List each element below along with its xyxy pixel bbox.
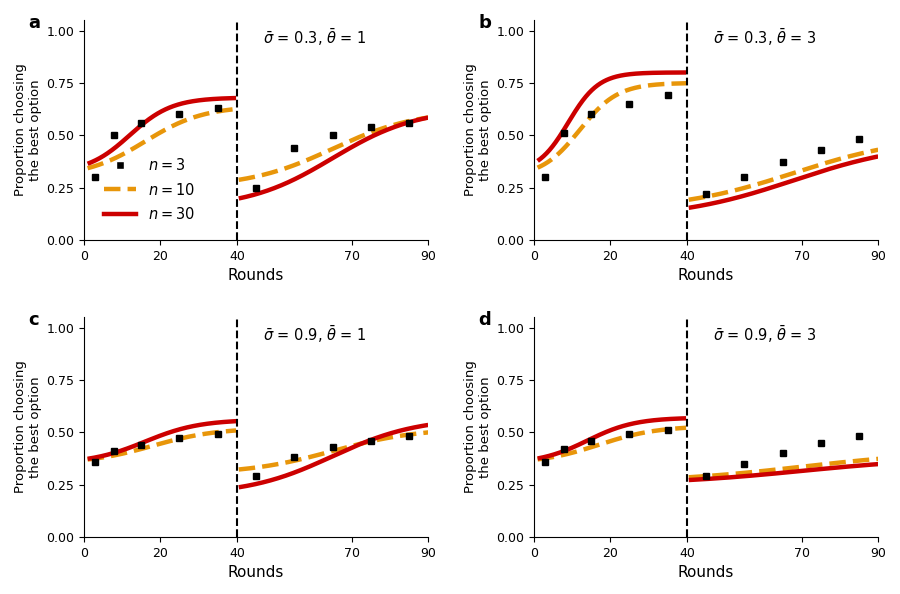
- Text: a: a: [29, 14, 40, 31]
- Y-axis label: Proportion choosing
the best option: Proportion choosing the best option: [464, 361, 492, 494]
- Text: $\bar{\sigma}$ = 0.3, $\bar{\theta}$ = 1: $\bar{\sigma}$ = 0.3, $\bar{\theta}$ = 1: [263, 27, 366, 48]
- Text: $\bar{\sigma}$ = 0.3, $\bar{\theta}$ = 3: $\bar{\sigma}$ = 0.3, $\bar{\theta}$ = 3: [713, 27, 817, 48]
- Text: d: d: [479, 311, 491, 328]
- Y-axis label: Proportion choosing
the best option: Proportion choosing the best option: [14, 64, 42, 197]
- Y-axis label: Proportion choosing
the best option: Proportion choosing the best option: [464, 64, 492, 197]
- Legend: $n = 3$, $n = 10$, $n = 30$: $n = 3$, $n = 10$, $n = 30$: [98, 151, 201, 228]
- X-axis label: Rounds: Rounds: [228, 268, 284, 283]
- X-axis label: Rounds: Rounds: [678, 268, 734, 283]
- Text: c: c: [29, 311, 40, 328]
- Text: b: b: [479, 14, 491, 31]
- Text: $\bar{\sigma}$ = 0.9, $\bar{\theta}$ = 3: $\bar{\sigma}$ = 0.9, $\bar{\theta}$ = 3: [713, 324, 817, 345]
- Y-axis label: Proportion choosing
the best option: Proportion choosing the best option: [14, 361, 42, 494]
- Text: $\bar{\sigma}$ = 0.9, $\bar{\theta}$ = 1: $\bar{\sigma}$ = 0.9, $\bar{\theta}$ = 1: [263, 324, 366, 345]
- X-axis label: Rounds: Rounds: [678, 565, 734, 580]
- X-axis label: Rounds: Rounds: [228, 565, 284, 580]
